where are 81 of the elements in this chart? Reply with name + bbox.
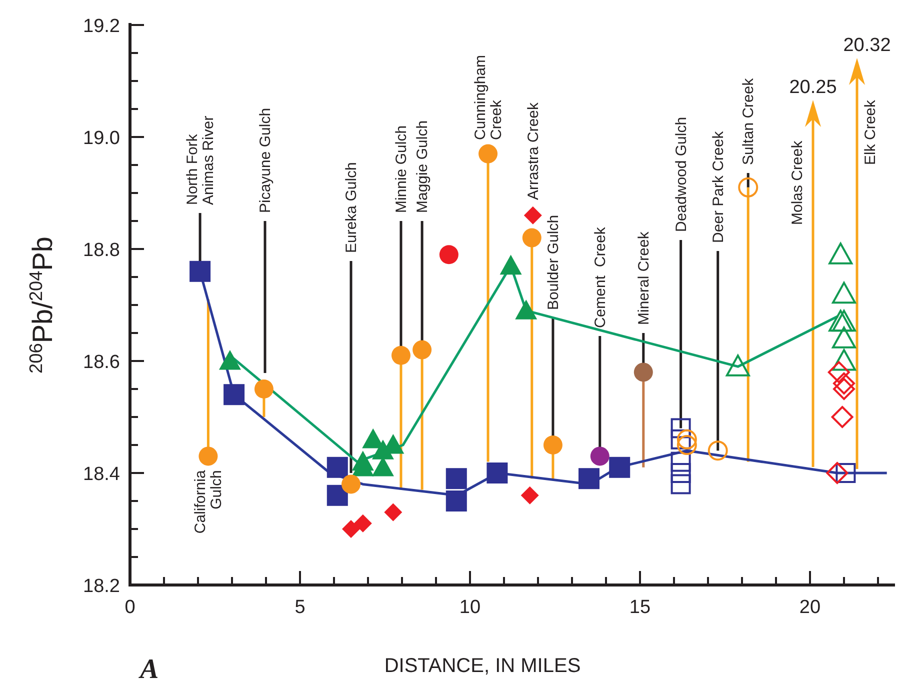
- x-tick-label: 15: [629, 597, 651, 618]
- point: [670, 429, 691, 450]
- point: [486, 462, 508, 484]
- point: [412, 340, 432, 360]
- x-tick-label: 5: [294, 597, 306, 618]
- point: [190, 260, 211, 282]
- annotation: 20.32: [843, 35, 891, 56]
- annotation: Minnie Gulch: [392, 125, 410, 213]
- point: [342, 520, 360, 538]
- y-tick-label: 18.4: [83, 464, 120, 485]
- point: [670, 418, 691, 438]
- y-tick-label: 18.6: [83, 352, 120, 373]
- point: [832, 310, 856, 332]
- y-tick-label: 18.8: [83, 240, 120, 261]
- point: [832, 349, 856, 371]
- point: [826, 462, 848, 484]
- point: [836, 463, 856, 483]
- point: [578, 468, 600, 490]
- point: [522, 228, 542, 248]
- point: [831, 406, 854, 428]
- annotation: Maggie Gulch: [414, 120, 432, 213]
- point: [543, 436, 562, 454]
- point: [832, 326, 856, 348]
- point: [384, 503, 402, 522]
- annotation: Arrastra Creek: [524, 102, 542, 200]
- annotation: Sultan Creek: [740, 78, 758, 165]
- point: [218, 350, 241, 370]
- x-tick-label: 20: [799, 597, 821, 618]
- point: [634, 362, 653, 382]
- y-tick-label: 19.2: [83, 16, 120, 37]
- point: [500, 254, 522, 275]
- point: [833, 372, 855, 394]
- y-tick-label: 18.2: [83, 576, 120, 597]
- point: [326, 456, 348, 478]
- annotation: Deer Park Creek: [710, 130, 727, 243]
- point: [828, 310, 853, 332]
- point: [590, 446, 610, 466]
- point: [342, 474, 360, 494]
- point: [670, 452, 691, 472]
- point: [670, 474, 691, 494]
- annotation: North Fork Animas River: [184, 116, 218, 205]
- annotation: Elk Creek: [862, 99, 879, 165]
- point: [515, 300, 538, 320]
- point: [524, 206, 542, 224]
- annotation: Molas Creek: [789, 140, 806, 225]
- point: [478, 144, 498, 164]
- point: [391, 346, 410, 365]
- annotation: Mineral Creek: [635, 231, 652, 325]
- annotation: California Gulch: [192, 470, 226, 534]
- point: [726, 354, 750, 376]
- point: [326, 484, 348, 506]
- point: [520, 486, 539, 504]
- annotation: Deadwood Gulch: [672, 116, 690, 232]
- point: [828, 361, 850, 384]
- point: [738, 177, 758, 198]
- point: [446, 490, 467, 512]
- point: [676, 435, 697, 455]
- text: A: [138, 654, 159, 685]
- point: [708, 440, 728, 461]
- annotation: Cunningham Creek: [472, 54, 506, 140]
- point: [832, 282, 856, 304]
- point: [446, 468, 467, 490]
- annotation: Cement Creek: [592, 226, 609, 328]
- point: [354, 514, 372, 532]
- point: [224, 384, 245, 406]
- x-tick-label: 10: [459, 597, 481, 618]
- point: [833, 378, 855, 400]
- point: [670, 463, 691, 483]
- x-tick-label: 0: [124, 597, 136, 618]
- annotation: Boulder Gulch: [544, 214, 562, 310]
- point: [609, 456, 630, 478]
- point: [828, 242, 853, 264]
- y-tick-label: 19.0: [83, 128, 120, 149]
- annotation: Picayune Gulch: [257, 108, 274, 213]
- point: [439, 245, 458, 264]
- annotation: 20.25: [789, 77, 837, 98]
- point: [198, 446, 218, 466]
- x-axis-title: DISTANCE, IN MILES: [384, 655, 581, 677]
- point: [254, 380, 274, 398]
- annotation: Eureka Gulch: [343, 162, 360, 253]
- point: [676, 429, 697, 450]
